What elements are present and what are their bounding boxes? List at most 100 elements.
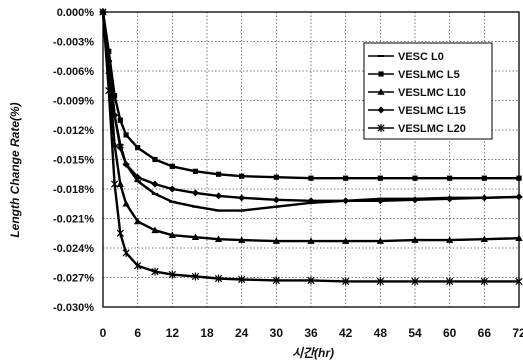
data-point-veslmc-l10	[191, 233, 200, 240]
data-point-veslmc-l15	[411, 196, 419, 204]
x-tick-label: 36	[304, 326, 318, 340]
y-tick-label: -0.024%	[53, 243, 94, 255]
data-point-veslmc-l10	[480, 235, 488, 242]
data-point-veslmc-l15	[134, 173, 142, 181]
data-point-veslmc-l5	[135, 145, 141, 151]
series-veslmc-l15	[99, 8, 523, 205]
data-point-veslmc-l15	[122, 160, 130, 168]
x-tick-label: 24	[235, 326, 249, 340]
data-point-veslmc-l10	[116, 180, 124, 187]
data-point-veslmc-l10	[151, 226, 159, 234]
data-point-veslmc-l10	[342, 237, 350, 244]
y-tick-label: -0.015%	[53, 155, 94, 167]
data-point-veslmc-l15	[342, 197, 350, 205]
legend-label-vesc-l0: VESC L0	[398, 51, 444, 63]
data-point-veslmc-l5	[516, 175, 522, 181]
legend-marker-veslmc-l10	[377, 88, 385, 95]
data-point-veslmc-l15	[376, 197, 384, 205]
legend: VESC L0 VESLMC L5 VESLMC L10 VESLMC L15 VESL…	[363, 42, 493, 140]
series-veslmc-l5	[100, 9, 522, 181]
data-point-veslmc-l10	[238, 236, 246, 243]
data-point-veslmc-l5	[152, 156, 158, 163]
y-tick-label: -0.021%	[53, 214, 94, 226]
series-layer	[99, 8, 523, 286]
data-point-veslmc-l15	[238, 194, 246, 202]
data-point-veslmc-l5	[215, 171, 222, 177]
legend-label-veslmc-l10: VESLMC L10	[398, 87, 466, 99]
data-point-veslmc-l5	[169, 163, 175, 169]
data-point-veslmc-l20	[480, 277, 488, 286]
data-point-veslmc-l15	[272, 196, 280, 204]
data-point-veslmc-l20	[122, 248, 130, 257]
data-point-veslmc-l5	[308, 175, 314, 181]
data-point-veslmc-l20	[214, 274, 223, 283]
data-point-veslmc-l10	[214, 235, 223, 242]
data-point-veslmc-l5	[377, 175, 383, 181]
legend-label-veslmc-l20: VESLMC L20	[398, 123, 466, 135]
data-point-veslmc-l15	[480, 194, 488, 202]
legend-label-veslmc-l15: VESLMC L15	[398, 105, 466, 117]
data-point-veslmc-l20	[411, 277, 419, 286]
data-point-veslmc-l20	[151, 267, 159, 276]
data-point-veslmc-l20	[110, 180, 119, 189]
y-tick-label: -0.030%	[53, 302, 94, 314]
data-point-veslmc-l10	[376, 237, 384, 244]
data-point-veslmc-l20	[134, 261, 142, 270]
data-point-veslmc-l5	[343, 175, 349, 181]
y-tick-label: -0.009%	[53, 96, 94, 108]
y-tick-label: -0.018%	[53, 184, 94, 196]
data-point-veslmc-l5	[123, 132, 129, 138]
data-point-veslmc-l15	[515, 193, 523, 201]
data-point-veslmc-l10	[307, 237, 315, 244]
data-point-veslmc-l20	[191, 272, 200, 281]
data-point-veslmc-l20	[515, 277, 523, 286]
data-point-veslmc-l5	[412, 175, 418, 181]
x-axis-title: 시간(hr)	[292, 346, 334, 360]
x-tick-label: 6	[134, 326, 141, 340]
data-point-veslmc-l20	[99, 8, 107, 16]
data-point-veslmc-l15	[215, 192, 223, 200]
data-point-veslmc-l15	[151, 180, 159, 188]
data-point-veslmc-l10	[168, 231, 176, 239]
y-axis-title: Length Change Rate(%)	[8, 102, 22, 237]
data-point-veslmc-l15	[191, 189, 199, 197]
y-tick-label: 0.000%	[57, 7, 95, 19]
data-point-veslmc-l10	[134, 217, 142, 225]
data-point-veslmc-l20	[272, 276, 280, 285]
y-tick-label: -0.003%	[53, 37, 94, 49]
data-point-veslmc-l10	[411, 236, 419, 243]
data-point-veslmc-l5	[117, 117, 123, 123]
data-point-veslmc-l5	[447, 175, 453, 181]
data-point-veslmc-l10	[446, 236, 454, 243]
x-tick-label: 54	[408, 326, 422, 340]
x-tick-label: 66	[478, 326, 492, 340]
y-tick-label: -0.027%	[53, 273, 94, 285]
data-point-veslmc-l10	[122, 199, 130, 207]
data-point-veslmc-l20	[168, 270, 176, 279]
data-point-veslmc-l20	[307, 276, 315, 285]
data-point-veslmc-l10	[515, 234, 523, 241]
tick-labels: 0 6 12 18 24 30 36 42 48 54 60 66 72 0.000% -0.003% -0.…	[53, 7, 523, 340]
x-tick-label: 48	[374, 326, 388, 340]
legend-box	[363, 42, 493, 140]
data-point-veslmc-l5	[192, 168, 199, 174]
data-point-veslmc-l15	[168, 185, 176, 193]
plot-frame	[102, 11, 520, 308]
data-point-veslmc-l5	[111, 92, 118, 99]
data-point-veslmc-l15	[111, 111, 119, 119]
legend-marker-veslmc-l5	[378, 71, 384, 77]
x-tick-label: 12	[166, 326, 180, 340]
x-tick-label: 30	[270, 326, 284, 340]
data-point-veslmc-l15	[446, 195, 454, 203]
x-tick-label: 60	[443, 326, 457, 340]
data-point-veslmc-l10	[272, 237, 280, 244]
series-veslmc-l20	[99, 8, 523, 286]
y-tick-label: -0.012%	[53, 125, 94, 137]
data-point-veslmc-l20	[238, 275, 246, 284]
data-point-veslmc-l20	[105, 86, 113, 95]
data-point-veslmc-l15	[307, 197, 315, 205]
data-point-veslmc-l5	[239, 173, 245, 179]
x-tick-label: 0	[100, 326, 107, 340]
data-point-veslmc-l20	[342, 277, 350, 286]
